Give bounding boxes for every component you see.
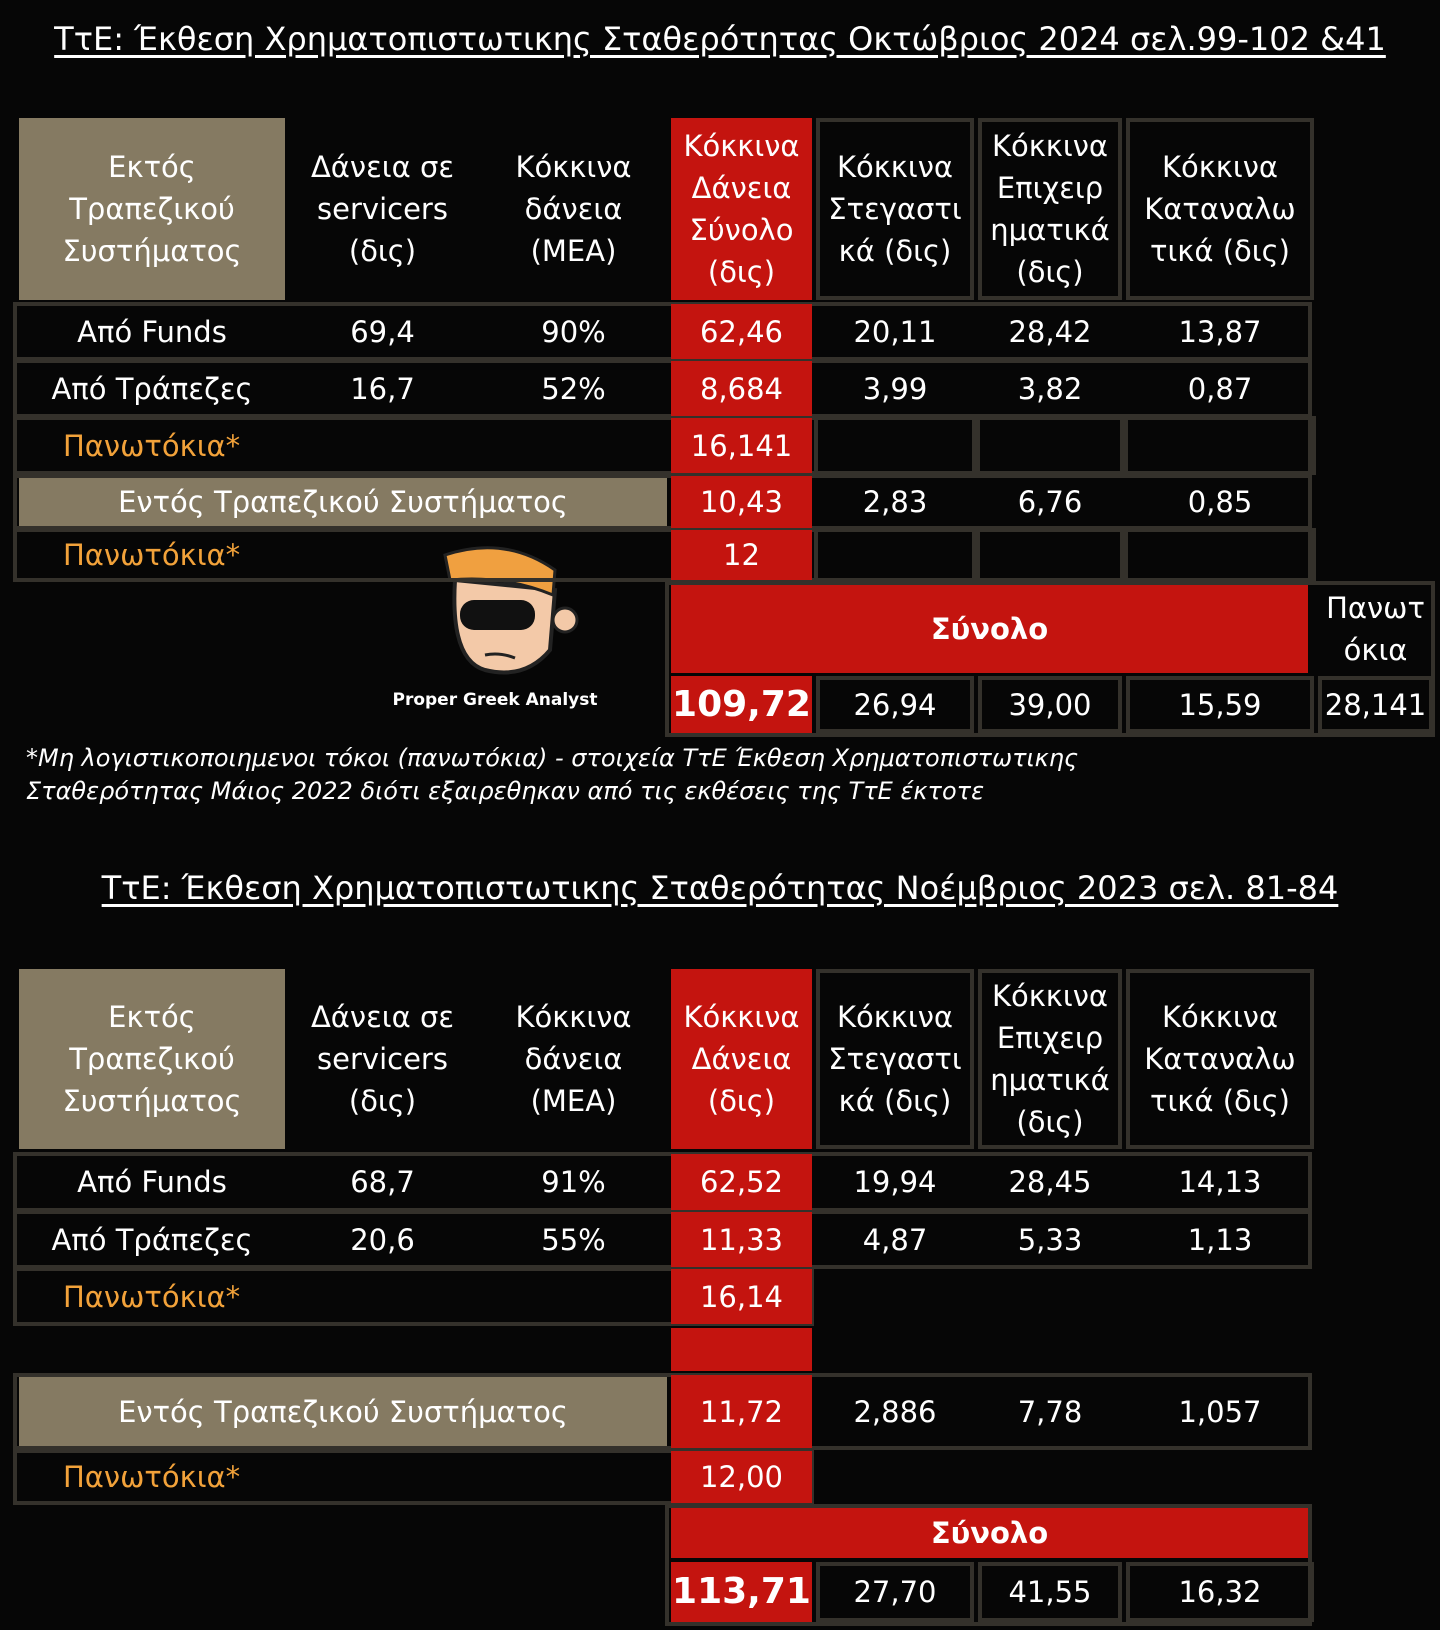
cell: 3,82 [1017,371,1083,406]
total-cell: 16,32 [1126,1562,1314,1622]
cell: 16,141 [671,418,812,473]
empty-cell [814,528,976,582]
cell: 55% [541,1222,606,1257]
header-cell: Κόκκινα Καταναλω τικά (δις) [1126,118,1314,300]
total-cell: 41,55 [978,1562,1122,1622]
cell: 6,76 [1017,485,1083,519]
footnote: *Μη λογιστικοποιημενοι τόκοι (πανωτόκια)… [26,744,1079,805]
header-cell: Κόκκινα Στεγαστι κά (δις) [816,969,974,1149]
header-cell: Δάνεια σε servicers (δις) [310,150,455,268]
empty-cell [814,416,976,475]
cell: Από Τράπεζες [51,371,253,406]
extra-label: Πανωτ όκια [1326,591,1425,667]
header-cell: Κόκκινα Δάνεια (δις) [671,969,812,1149]
row-outline [13,1267,814,1326]
header-cell: Κόκκινα δάνεια (ΜΕΑ) [515,150,632,268]
cell: 11,72 [671,1375,812,1448]
row-label: Εντός Τραπεζικού Συστήματος [19,1377,667,1446]
mascot [443,546,579,675]
header-cell: Εκτός Τραπεζικού Συστήματος [19,118,285,300]
title: ΤτΕ: Έκθεση Χρηματοπιστωτικης Σταθερότητ… [54,20,1386,58]
cell: 62,46 [671,304,812,359]
row-label: Πανωτόκια* [63,1460,241,1494]
header-cell: Κόκκινα Επιχειρ ηματικά (δις) [978,118,1122,300]
watermark: Proper Greek Analyst [392,690,598,710]
total-cell: 15,59 [1126,676,1314,733]
total-cell: 27,70 [816,1562,974,1622]
cell: 12,00 [671,1451,812,1503]
total-cell: 26,94 [816,676,974,733]
row-label: Εντός Τραπεζικού Συστήματος [19,478,667,526]
row-label: Πανωτόκια* [63,428,241,463]
title: ΤτΕ: Έκθεση Χρηματοπιστωτικης Σταθερότητ… [101,869,1339,907]
cell: 14,13 [1178,1165,1262,1199]
cell: 16,14 [671,1269,812,1324]
cell: 20,6 [350,1222,415,1257]
cell: 28,45 [1008,1165,1092,1199]
cell: 1,057 [1178,1394,1262,1429]
header-cell: Κόκκινα δάνεια (ΜΕΑ) [515,1000,632,1118]
cell: 62,52 [671,1154,812,1210]
empty-cell [1124,528,1316,582]
cell: 8,684 [671,361,812,416]
cell: Από Funds [77,1165,227,1199]
cell: 2,83 [862,485,928,519]
cell: 2,886 [853,1394,937,1429]
row-outline [13,528,1312,582]
cell: Από Τράπεζες [51,1222,253,1257]
row-outline [13,416,1312,475]
header-cell: Κόκκινα Επιχειρ ηματικά (δις) [978,969,1122,1149]
cell: 4,87 [862,1222,928,1257]
cell: 13,87 [1178,314,1262,349]
cell: 52% [541,371,606,406]
cell: 12 [671,530,812,580]
cell: 90% [541,314,606,349]
total-label: Σύνολο [671,1508,1308,1558]
row-label: Πανωτόκια* [63,538,241,572]
cell: 5,33 [1017,1222,1083,1257]
total-cell: 109,72 [671,676,812,733]
row-outline [13,1373,1312,1450]
total-outline [665,581,1435,737]
header-cell: Κόκκινα Δάνεια Σύνολο (δις) [671,118,812,300]
cell: 0,85 [1187,485,1253,519]
header-cell: Δάνεια σε servicers (δις) [310,1000,455,1118]
empty-cell [976,528,1124,582]
cell: 3,99 [862,371,928,406]
cell: 0,87 [1187,371,1253,406]
cell: 19,94 [853,1165,937,1199]
header-cell: Κόκκινα Καταναλω τικά (δις) [1126,969,1314,1149]
cell: 20,11 [853,314,937,349]
header-cell: Εκτός Τραπεζικού Συστήματος [19,969,285,1149]
cell: 69,4 [350,314,415,349]
empty-cell [1124,416,1316,475]
empty-cell [671,1328,812,1371]
cell: 68,7 [350,1165,415,1199]
cell: 1,13 [1187,1222,1253,1257]
row-outline [13,1449,814,1505]
row-label: Πανωτόκια* [63,1279,241,1314]
header-cell: Κόκκινα Στεγαστι κά (δις) [816,118,974,300]
total-cell: 113,71 [671,1562,812,1622]
cell: 91% [541,1165,606,1199]
cell: 7,78 [1017,1394,1083,1429]
cell: 10,43 [671,476,812,528]
total-label: Σύνολο [671,585,1308,673]
total-cell: 39,00 [978,676,1122,733]
cell: 16,7 [350,371,415,406]
cell: 28,42 [1008,314,1092,349]
cell: Από Funds [77,314,227,349]
total-cell: 28,141 [1318,676,1433,733]
empty-cell [976,416,1124,475]
cell: 11,33 [671,1212,812,1267]
